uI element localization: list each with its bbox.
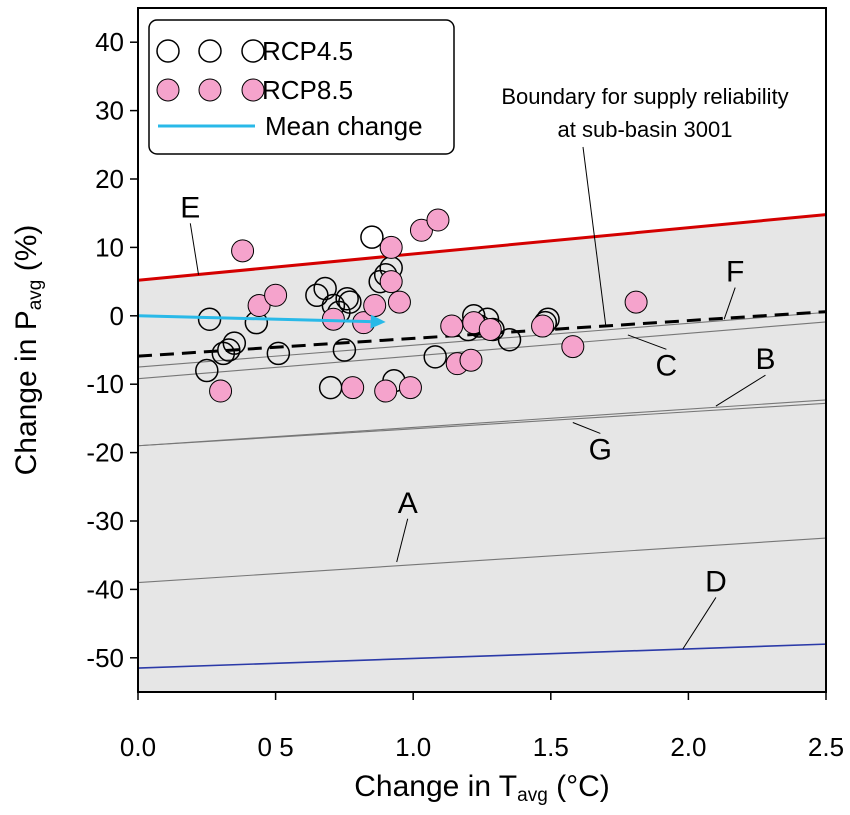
- axis-ticks: 40 30 20 10 0 -10 -20 -30 -40 -50 0.0 0 5 1.0 1.5 2.0 2…: [86, 27, 844, 762]
- rcp85-point: [209, 379, 233, 403]
- curve-d: [138, 643, 826, 669]
- shaded-region: [138, 214, 826, 692]
- curve-c: [138, 321, 826, 380]
- boundary-line: [138, 310, 826, 358]
- curve-label-a: A: [398, 487, 418, 520]
- rcp45-point: [497, 327, 522, 352]
- curve-label-d: D: [705, 565, 727, 598]
- legend: RCP4.5 RCP8.5 Mean change: [148, 19, 455, 155]
- curve-g: [138, 402, 826, 447]
- rcp85-point: [247, 294, 271, 318]
- rcp85-point: [231, 239, 255, 263]
- plot-clip-group: [138, 208, 826, 692]
- legend-label-rcp85: RCP8.5: [262, 75, 353, 105]
- legend-box: [148, 19, 455, 155]
- annotation-leader: [582, 146, 607, 327]
- curve-label-f: F: [726, 256, 744, 289]
- x-tick-label: 0 5: [258, 732, 294, 762]
- x-tick-label: 2.0: [670, 732, 706, 762]
- rcp45-point: [266, 341, 291, 366]
- annotation-line-2: at sub-basin 3001: [558, 117, 733, 142]
- curve-label-c: C: [656, 349, 678, 382]
- curve-label-leader-d: [682, 597, 717, 650]
- rcp85-point: [409, 218, 433, 242]
- mean-change-line: [138, 314, 371, 324]
- curve-label-leader-c: [627, 334, 667, 350]
- legend-label-mean-change: Mean change: [265, 111, 423, 141]
- rcp45-point: [335, 286, 359, 311]
- curve-a: [138, 537, 826, 584]
- y-tick-label: 30: [95, 96, 124, 126]
- legend-rcp45-marker: [156, 39, 180, 63]
- legend-markers: [156, 39, 265, 128]
- rcp85-point: [440, 314, 464, 338]
- rcp45-point: [360, 225, 384, 249]
- legend-rcp85-marker: [241, 78, 265, 102]
- y-tick-label: -50: [86, 643, 124, 673]
- y-tick-label: 10: [95, 232, 124, 262]
- y-tick-label: 0: [110, 301, 124, 331]
- rcp85-point: [387, 290, 411, 314]
- rcp85-point: [264, 283, 288, 307]
- legend-rcp45-marker: [241, 39, 265, 63]
- plot-area: E F C B G A D: [138, 146, 826, 692]
- curve-label-leader-b: [715, 374, 766, 407]
- legend-rcp45-marker: [198, 39, 222, 63]
- rcp45-point: [332, 338, 357, 362]
- rcp45-point: [195, 358, 219, 383]
- x-axis-title: Change in Tavg (°C): [354, 770, 610, 806]
- rcp85-point: [624, 290, 648, 314]
- x-tick-label: 0.0: [120, 732, 156, 762]
- y-tick-label: 20: [95, 164, 124, 194]
- rcp85-point: [379, 235, 403, 259]
- plot-frame: [137, 7, 827, 693]
- curve-e: [138, 213, 826, 282]
- rcp85-point: [531, 314, 555, 338]
- y-tick-label: 40: [95, 27, 124, 57]
- x-tick-label: 2.5: [808, 732, 844, 762]
- x-tick-label: 1.0: [395, 732, 431, 762]
- y-tick-label: -10: [86, 369, 124, 399]
- rcp85-point: [459, 348, 483, 372]
- curve-label-e: E: [180, 191, 200, 224]
- rcp45-point: [423, 345, 447, 369]
- curve-label-b: B: [755, 343, 775, 376]
- curve-f: [138, 311, 826, 368]
- rcp85-point: [426, 208, 450, 232]
- legend-label-rcp45: RCP4.5: [262, 36, 353, 66]
- rcp45-point: [222, 331, 247, 355]
- y-axis-title: Change in Pavg (%): [10, 225, 46, 476]
- rcp85-point: [374, 379, 398, 403]
- y-tick-label: -40: [86, 574, 124, 604]
- annotation-line-1: Boundary for supply reliability: [501, 84, 788, 109]
- rcp85-point: [341, 376, 365, 400]
- legend-rcp85-marker: [156, 78, 180, 102]
- rcp45-point: [338, 290, 362, 314]
- curve-label-leader-a: [396, 518, 409, 563]
- mean-change-arrowhead: [370, 314, 386, 329]
- rcp85-point: [561, 335, 585, 359]
- curve-label-leader-f: [723, 287, 736, 320]
- y-tick-label: -20: [86, 438, 124, 468]
- curve-label-leader-g: [572, 422, 601, 434]
- rcp85-point: [478, 317, 502, 341]
- curve-label-g: G: [589, 433, 612, 466]
- boundary-annotation: Boundary for supply reliability at sub-b…: [501, 84, 788, 142]
- rcp85-point: [363, 294, 387, 318]
- y-tick-label: -30: [86, 506, 124, 536]
- rcp85-point: [398, 376, 422, 400]
- curve-b: [138, 399, 826, 447]
- rcp45-point: [217, 338, 241, 362]
- legend-rcp85-marker: [198, 78, 222, 102]
- x-tick-label: 1.5: [533, 732, 569, 762]
- curve-label-leader-e: [189, 223, 200, 275]
- rcp85-point: [379, 270, 403, 294]
